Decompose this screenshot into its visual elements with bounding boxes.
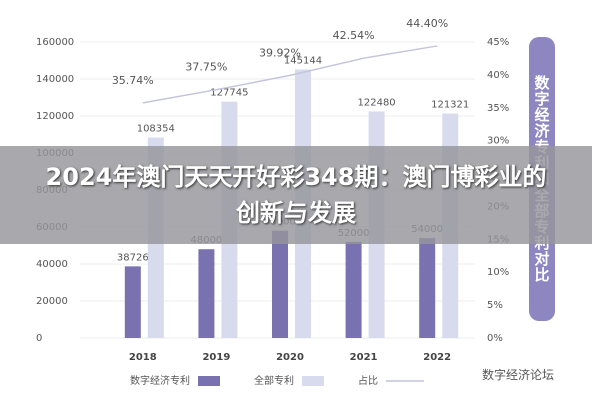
y2-tick-label: 5% xyxy=(487,300,503,311)
x-tick-label: 2019 xyxy=(202,352,230,363)
value-label: 121321 xyxy=(431,100,469,111)
banner-title: 2024年澳门天天开好彩348期：澳门博彩业的创新与发展 xyxy=(45,163,547,227)
y-tick-label: 140000 xyxy=(36,74,74,85)
y-tick-label: 120000 xyxy=(36,111,74,122)
value-label: 122480 xyxy=(358,97,396,108)
y2-tick-label: 30% xyxy=(487,136,509,147)
value-label: 127745 xyxy=(210,88,248,99)
bar xyxy=(345,241,362,338)
bar xyxy=(272,230,288,338)
y-tick-label: 20000 xyxy=(36,296,68,307)
x-tick-label: 2021 xyxy=(350,352,378,363)
y2-tick-label: 10% xyxy=(487,267,509,278)
line xyxy=(142,45,438,104)
y-tick-label: 40000 xyxy=(36,259,68,270)
legend-swatch xyxy=(302,376,324,386)
value-label: 35.74% xyxy=(112,74,154,87)
value-label: 108354 xyxy=(137,124,175,135)
y2-tick-label: 0% xyxy=(487,333,503,344)
banner: 2024年澳门天天开好彩348期：澳门博彩业的创新与发展 xyxy=(0,146,592,244)
x-tick-label: 2022 xyxy=(423,352,451,363)
value-label: 38726 xyxy=(117,252,149,263)
bar xyxy=(124,266,141,338)
x-tick-label: 2020 xyxy=(276,352,304,363)
y2-tick-label: 40% xyxy=(487,70,509,81)
legend-swatch xyxy=(198,376,220,386)
value-label: 39.92% xyxy=(259,46,301,59)
legend-label: 占比 xyxy=(358,374,378,387)
y2-tick-label: 45% xyxy=(487,37,509,48)
value-label: 42.54% xyxy=(333,29,375,42)
bar xyxy=(198,249,215,338)
value-label: 145144 xyxy=(284,55,322,66)
y-tick-label: 0 xyxy=(36,333,42,344)
legend-label: 数字经济专利 xyxy=(130,374,190,387)
value-label: 44.40% xyxy=(406,17,448,30)
value-label: 37.75% xyxy=(185,61,227,74)
bar xyxy=(419,238,436,338)
legend-label: 全部专利 xyxy=(254,374,294,387)
y2-tick-label: 35% xyxy=(487,103,509,114)
x-tick-label: 2018 xyxy=(129,352,157,363)
watermark: 数字经济论坛 xyxy=(482,368,555,382)
y-tick-label: 160000 xyxy=(36,37,74,48)
